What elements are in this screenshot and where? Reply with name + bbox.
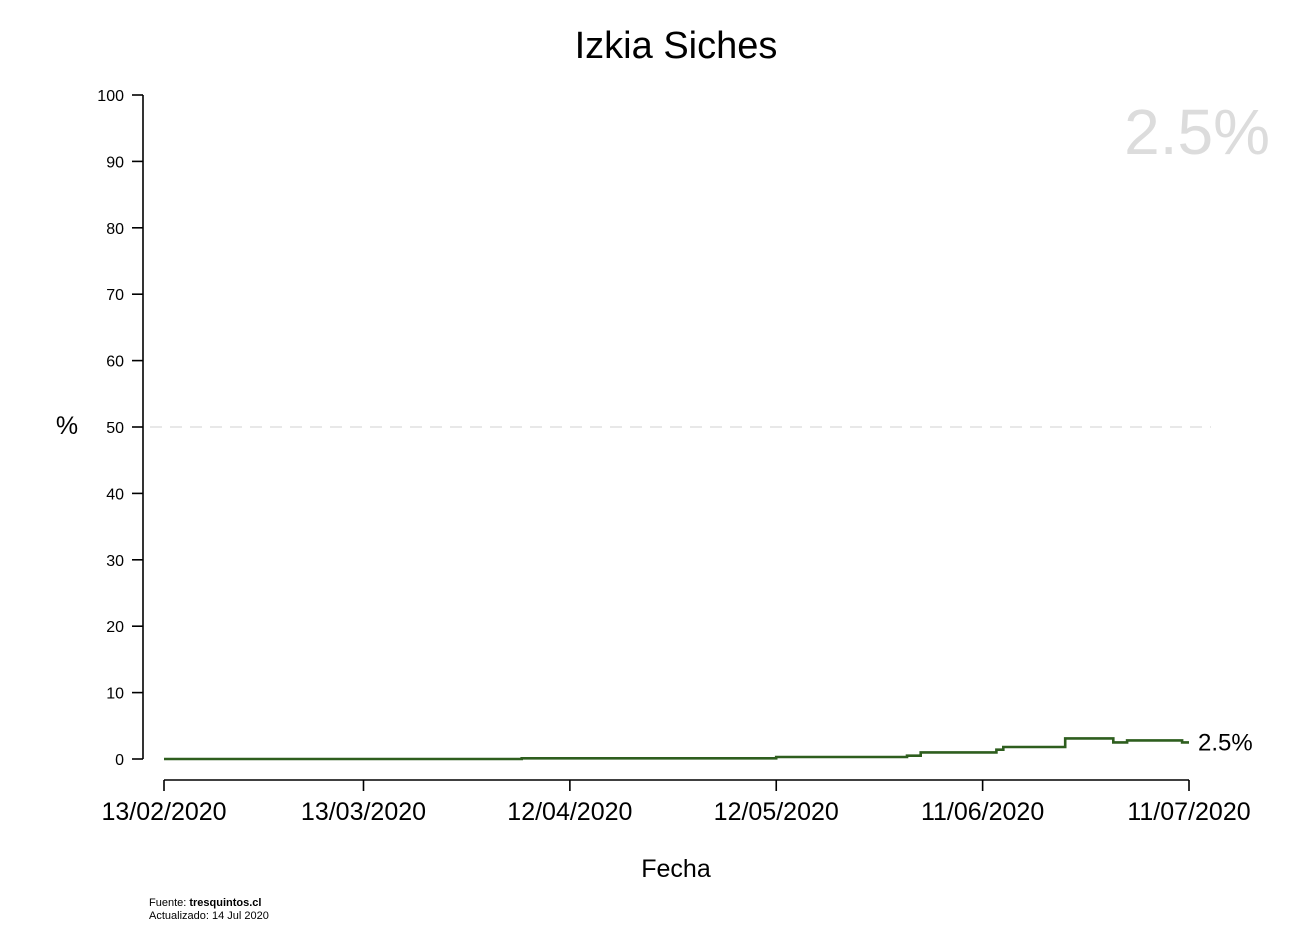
x-tick-label-3: 12/05/2020 [714, 798, 839, 826]
y-tick-label-3: 30 [106, 553, 124, 570]
y-tick-label-6: 60 [106, 354, 124, 371]
y-tick-label-5: 50 [106, 420, 124, 437]
y-tick-label-2: 20 [106, 619, 124, 636]
x-tick-label-0: 13/02/2020 [101, 798, 226, 826]
y-tick-label-8: 80 [106, 221, 124, 238]
y-tick-label-10: 100 [97, 88, 124, 105]
x-tick-label-1: 13/03/2020 [301, 798, 426, 826]
x-ticks: 13/02/2020 13/03/2020 12/04/2020 12/05/2020… [101, 780, 1251, 826]
footer-source-name: tresquintos.cl [189, 897, 261, 909]
x-tick-label-4: 11/06/2020 [921, 798, 1044, 826]
big-current-value: 2.5% [1124, 96, 1270, 168]
y-ticks: 0 10 20 30 40 50 60 70 80 90 100 [97, 88, 143, 769]
footer-source: Fuente: tresquintos.cl [149, 897, 261, 909]
end-value-label: 2.5% [1198, 729, 1253, 756]
footer-source-prefix: Fuente: [149, 897, 189, 909]
y-tick-label-0: 0 [115, 752, 124, 769]
y-tick-label-9: 90 [106, 154, 124, 171]
x-axis-label: Fecha [641, 855, 711, 883]
y-tick-label-4: 40 [106, 486, 124, 503]
footer-updated: Actualizado: 14 Jul 2020 [149, 910, 269, 922]
series-line [164, 737, 1189, 761]
chart-title: Izkia Siches [575, 25, 778, 67]
y-tick-label-7: 70 [106, 287, 124, 304]
y-axis-label: % [56, 412, 78, 440]
x-tick-label-5: 11/07/2020 [1127, 798, 1250, 826]
x-tick-label-2: 12/04/2020 [507, 798, 632, 826]
y-tick-label-1: 10 [106, 686, 124, 703]
